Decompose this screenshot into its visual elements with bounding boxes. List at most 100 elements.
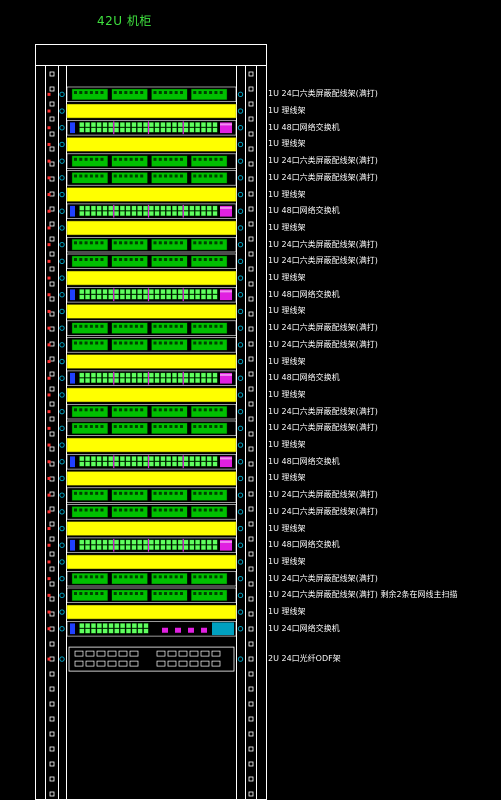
rail-hole (49, 416, 55, 422)
mount-screw (59, 325, 65, 331)
patch-port (214, 491, 218, 495)
switch-port (96, 628, 102, 634)
patch-port (193, 508, 197, 512)
rack-unit-patch (47, 170, 244, 186)
switch-port (102, 461, 108, 467)
rail-hole (248, 326, 254, 332)
patch-port (113, 592, 117, 595)
switch-port (195, 205, 201, 211)
switch-port (108, 127, 114, 133)
switch-port (90, 205, 96, 211)
switch-port (96, 623, 102, 629)
mount-screw (237, 425, 244, 432)
patch-port (100, 174, 104, 178)
switch-port (85, 628, 91, 634)
patch-port (198, 241, 202, 245)
rail-hole (49, 281, 55, 287)
patch-port (84, 508, 88, 512)
switch-port (79, 545, 85, 550)
rail-hole (49, 296, 55, 302)
switch-port (154, 539, 160, 545)
patch-port (174, 157, 178, 161)
patch-port (89, 491, 93, 495)
odf-port (74, 650, 84, 657)
patch-port (129, 324, 133, 328)
patch-port (140, 341, 144, 345)
patch-port (124, 491, 128, 495)
rack-unit-manager (47, 604, 244, 620)
rail-hole (49, 596, 55, 602)
unit-label: 1U 理线架 (268, 389, 306, 399)
mount-screw (237, 175, 244, 181)
mount-screw (59, 392, 65, 398)
switch-port (177, 127, 183, 133)
switch-console-port (70, 623, 75, 635)
patch-port (219, 425, 223, 428)
patch-port (158, 491, 162, 495)
patch-port-group (111, 255, 148, 267)
patch-port (193, 157, 197, 161)
switch-port (85, 294, 91, 300)
patch-port (179, 258, 183, 261)
switch-port (166, 539, 172, 545)
switch-port (200, 372, 206, 378)
switch-port (108, 545, 114, 550)
patch-port-group (191, 406, 228, 418)
patch-port (84, 425, 88, 428)
patch-port (113, 408, 117, 412)
patch-port (193, 341, 197, 345)
switch-port (143, 539, 148, 545)
switch-port (189, 461, 195, 467)
patch-port (219, 174, 223, 178)
patch-port-group (111, 155, 148, 167)
patch-port (119, 575, 123, 579)
patch-port (113, 91, 117, 94)
patch-port (153, 341, 157, 345)
patch-port (129, 592, 133, 595)
patch-port (164, 174, 168, 178)
patch-port (214, 592, 218, 595)
switch-port (143, 378, 148, 383)
switch-port (125, 456, 131, 462)
patch-port (84, 241, 88, 245)
patch-port (134, 91, 138, 94)
patch-port (84, 341, 88, 345)
patch-port-group (151, 339, 188, 351)
patch-port (158, 174, 162, 178)
switch-port (137, 628, 143, 634)
patch-port (84, 324, 88, 328)
patch-port (174, 241, 178, 245)
switch-port (183, 539, 189, 545)
patch-port (119, 324, 123, 328)
rail-hole (49, 476, 55, 482)
unit-label: 1U 48口网络交换机 (268, 540, 340, 550)
patch-port (153, 592, 157, 595)
switch-port (160, 211, 166, 216)
switch-uplink-module (220, 372, 232, 384)
switch-port (131, 211, 137, 216)
patch-port (169, 592, 173, 595)
patch-port (74, 174, 77, 178)
patch-port (113, 491, 117, 495)
patch-port (153, 408, 157, 412)
switch-port (119, 456, 125, 462)
mount-screw (59, 125, 65, 131)
mount-screw (59, 191, 65, 198)
switch-port (143, 205, 148, 211)
mount-screw (237, 191, 244, 198)
patch-port (129, 174, 133, 178)
patch-port (100, 575, 104, 579)
unit-marker (47, 360, 51, 364)
patch-port (100, 91, 104, 94)
patch-port (198, 408, 202, 412)
patch-port (74, 592, 77, 595)
patch-port (179, 174, 183, 178)
patch-port (89, 157, 93, 161)
switch-port (148, 378, 154, 383)
patch-port (134, 157, 138, 161)
mount-screw (59, 91, 65, 98)
patch-port (89, 341, 93, 345)
switch-port (172, 127, 177, 133)
rack-frame (35, 44, 267, 800)
rack-unit-patch (47, 403, 244, 420)
